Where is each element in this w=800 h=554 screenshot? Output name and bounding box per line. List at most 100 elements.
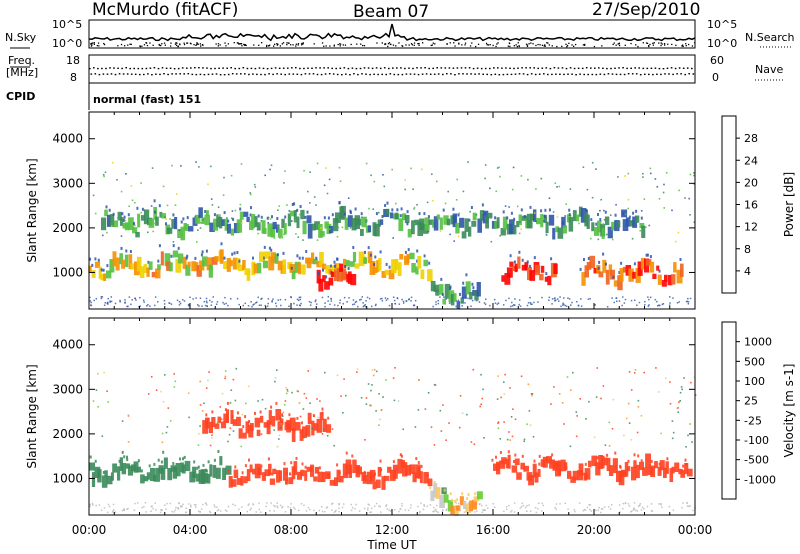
scatter-cell xyxy=(340,395,342,397)
speckle xyxy=(508,504,510,507)
nave-dot xyxy=(191,73,194,76)
scatter-cell xyxy=(241,413,243,416)
speckle xyxy=(505,506,508,508)
speckle xyxy=(143,301,145,303)
band-cell xyxy=(231,479,237,487)
speckle xyxy=(177,508,180,510)
band-cell xyxy=(177,253,184,264)
scatter-cell xyxy=(286,390,289,392)
band-fringe xyxy=(259,410,262,414)
speckle xyxy=(389,510,392,512)
scatter-cell xyxy=(412,188,414,190)
nave-dot xyxy=(555,73,557,75)
speckle xyxy=(419,511,421,514)
scatter-cell xyxy=(689,173,692,176)
band-fringe xyxy=(89,257,91,261)
scatter-cell xyxy=(370,174,372,177)
scatter-cell xyxy=(124,219,126,222)
nave-dot xyxy=(538,73,541,75)
band-cell xyxy=(439,217,443,230)
speckle xyxy=(189,296,191,299)
scatter-cell xyxy=(603,219,606,221)
band-fringe xyxy=(160,460,163,464)
speckle xyxy=(315,299,317,301)
band-cell xyxy=(513,225,517,235)
scatter-cell xyxy=(654,178,657,180)
band-cell xyxy=(293,461,298,475)
speckle xyxy=(238,508,240,511)
band-cell xyxy=(405,465,411,476)
scatter-cell xyxy=(395,202,397,205)
speckle xyxy=(482,509,484,511)
band-fringe xyxy=(472,286,475,290)
speckle xyxy=(409,507,412,509)
scatter-cell xyxy=(224,370,227,372)
scatter-cell xyxy=(546,222,549,225)
band-cell xyxy=(268,410,272,425)
speckle xyxy=(558,300,560,302)
nsearch-dot xyxy=(653,42,655,44)
speckle xyxy=(127,507,129,510)
scatter-cell xyxy=(205,387,208,389)
band-cell xyxy=(622,266,626,273)
speckle xyxy=(484,303,487,305)
scatter-cell xyxy=(642,176,644,178)
speckle xyxy=(321,296,324,299)
scatter-cell xyxy=(349,227,352,229)
freq-dot xyxy=(428,67,430,70)
scatter-cell xyxy=(227,440,229,443)
speckle xyxy=(587,298,590,300)
speckle xyxy=(247,305,250,307)
nsearch-dot xyxy=(413,42,416,44)
power-heatmap xyxy=(88,161,696,309)
band-cell xyxy=(419,218,425,231)
speckle xyxy=(161,509,163,511)
band-cell xyxy=(377,466,382,477)
band-cell xyxy=(635,464,640,479)
scatter-cell xyxy=(535,220,537,223)
band-fringe xyxy=(379,459,382,463)
nave-dot xyxy=(656,73,658,75)
band-cell xyxy=(348,464,352,478)
scatter-cell xyxy=(693,183,696,185)
speckle xyxy=(548,296,551,299)
band-cell xyxy=(182,256,187,269)
freq-dot xyxy=(250,67,253,70)
scatter-cell xyxy=(640,415,643,417)
scatter-cell xyxy=(595,396,598,398)
scatter-cell xyxy=(309,171,311,173)
speckle xyxy=(394,509,396,511)
scatter-cell xyxy=(628,371,631,373)
nsearch-dot xyxy=(691,45,694,47)
nsearch-dot xyxy=(516,45,518,48)
scatter-cell xyxy=(617,176,619,178)
speckle xyxy=(476,510,478,512)
band-cell xyxy=(278,470,283,481)
speckle xyxy=(195,503,197,506)
speckle xyxy=(222,301,224,304)
scatter-cell xyxy=(663,207,665,209)
band-cell xyxy=(311,223,316,231)
speckle xyxy=(644,304,646,306)
band-cell xyxy=(534,264,540,276)
freq-unit-label: [MHz] xyxy=(6,66,39,79)
scatter-cell xyxy=(380,409,383,411)
band-cell xyxy=(598,455,603,469)
scatter-cell xyxy=(172,241,175,243)
scatter-cell xyxy=(106,390,108,392)
speckle xyxy=(89,505,91,508)
speckle xyxy=(419,510,421,513)
speckle xyxy=(293,506,295,509)
velocity-panel-frame xyxy=(88,317,696,516)
speckle xyxy=(271,301,273,303)
band-cell xyxy=(607,226,613,239)
band-fringe xyxy=(618,271,621,274)
speckle xyxy=(127,305,129,308)
scatter-cell xyxy=(649,167,652,170)
band-fringe xyxy=(89,455,92,459)
band-cell xyxy=(409,252,415,260)
freq-dot xyxy=(347,67,350,70)
band-cell xyxy=(485,216,489,229)
band-fringe xyxy=(415,457,418,460)
band-fringe xyxy=(250,206,252,210)
